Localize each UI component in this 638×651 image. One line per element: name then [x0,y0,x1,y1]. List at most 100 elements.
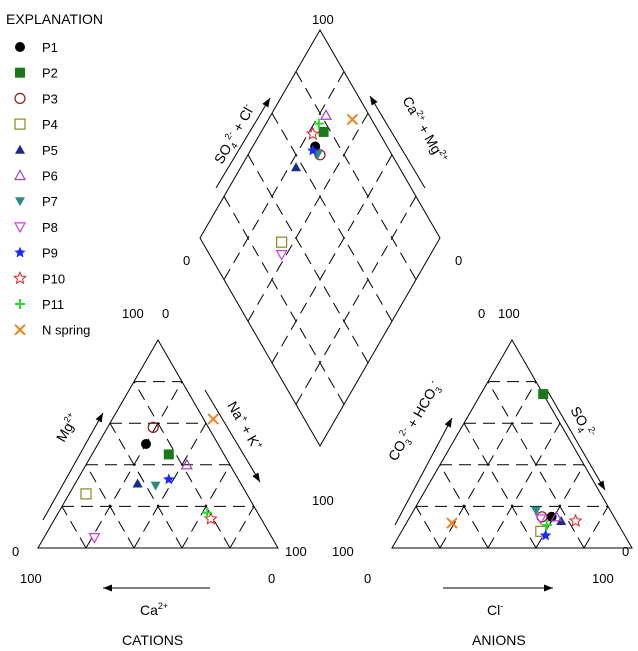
legend-label-p10: P10 [42,271,65,286]
diamond-grid-u-0 [223,196,345,405]
cation-grid-b-3 [229,506,255,549]
grid-lines [61,71,609,549]
anion-tick-left-bottom: 100 [332,544,354,559]
diamond-point-p10 [305,126,320,140]
anion-point-p8 [534,514,547,526]
legend-marker-p5 [15,144,25,154]
cation-point-p1 [141,439,151,449]
anion-point-p6 [550,510,563,522]
cations-title: CATIONS [122,632,183,648]
diamond-point-p11 [313,118,324,129]
diamond-frame [199,28,441,448]
cation-point-p9 [163,473,175,485]
cation-point-p8 [88,532,101,544]
anion-point-p7 [531,506,541,516]
legend-marker-p2 [15,67,25,78]
cation-grid-b-1 [133,422,207,549]
legend-label-p11: P11 [42,297,64,312]
cation-point-n-spring [207,413,219,425]
anion-tick-right-bottom: 0 [622,544,629,559]
diamond-point-p8 [275,250,288,261]
legend-label-p4: P4 [42,117,58,132]
diamond-grid-u-2 [271,112,393,322]
co3-hco3-arrow [394,417,453,526]
anion-tick-bottom-left: 0 [364,571,371,586]
cation-point-p6 [180,458,193,470]
data-points [80,109,583,544]
cation-point-p11 [202,507,213,518]
anion-point-p11 [541,520,552,531]
cl-axis-label: Cl- [487,601,503,618]
legend-label-p9: P9 [42,246,58,261]
diamond-grid-v-0 [223,71,345,280]
anion-tick-bottom-right: 100 [592,571,614,586]
diamond-tick-bottom: 100 [312,493,334,508]
so4-arrow [546,389,606,491]
so4-axis-label: SO42- [565,403,599,442]
legend-label-p2: P2 [42,66,58,81]
legend-marker-p7 [15,197,25,207]
legend-label-p1: P1 [42,40,58,55]
legend-marker-p6 [13,169,27,181]
legend-label-p6: P6 [42,169,58,184]
mg-arrow [42,412,104,521]
anion-point-p9 [539,529,552,541]
legend-label-p5: P5 [42,143,58,158]
cation-point-p3 [147,421,159,433]
diamond-grid-v-2 [271,154,393,364]
diamond-grid-v-3 [295,196,417,405]
anion-point-n-spring [446,517,458,529]
diamond-grid-v-1 [247,112,369,322]
anion-grid-b-1 [487,422,561,549]
cation-point-p5 [132,478,143,488]
anion-grid-a-1 [439,464,489,549]
diamond-grid-u-1 [247,154,369,364]
anions-title: ANIONS [472,632,526,648]
anion-tick-top-left: 0 [478,306,485,321]
mg-axis-label: Mg2+ [52,410,82,444]
diamond-point-p9 [307,144,319,156]
nak-axis-label: Na+ + K+ [224,398,266,453]
diamond-grid-u-3 [295,71,417,280]
anion-tick-top-right: 100 [498,306,520,321]
ca-axis-label: Ca2+ [140,601,168,618]
anion-grid-a-0 [415,506,441,549]
cation-grid-a-2 [109,422,183,549]
diamond-point-n-spring [346,113,359,126]
diamond-tick-top: 100 [312,12,334,27]
anion-grid-b-3 [583,506,609,549]
legend-marker-p1 [15,42,25,52]
so4-cl-arrow [215,97,271,189]
diamond-point-p6 [319,109,333,120]
anion-triangle-frame [391,338,633,549]
cation-tick-top-right: 0 [162,306,169,321]
cation-grid-a-3 [133,381,231,549]
anion-grid-a-2 [463,422,537,549]
cation-grid-a-1 [85,464,135,549]
cation-tick-bottom-right: 0 [268,571,275,586]
cation-point-p4 [80,488,92,500]
cation-tick-left-bottom: 0 [12,544,19,559]
cation-tick-right-bottom: 100 [285,544,307,559]
anion-point-p10 [568,513,583,527]
legend-marker-p3 [14,92,26,105]
legend-marker-p11 [15,299,25,309]
ca-arrow [103,584,210,592]
nak-arrow [204,389,261,483]
ca-mg-arrow [369,95,426,189]
legend-title: EXPLANATION [6,11,103,27]
legend-label-p7: P7 [42,194,58,209]
legend-marker-p10 [13,271,27,285]
legend-items: P1 P2 P3 P4 P5 P6 P7 P8 P9 P10 P11 N spring [13,40,90,338]
diamond-tick-right: 0 [455,253,462,268]
cation-tick-top-left: 100 [122,306,144,321]
cl-arrow [443,584,553,592]
diamond-point-p2 [318,126,329,137]
cation-point-p7 [150,481,161,491]
legend: EXPLANATION P1 P2 P3 P4 P5 P6 P7 P8 P9 P10 P11 N sp… [6,11,103,338]
plot-frames [37,28,633,549]
cation-point-p2 [163,449,174,460]
anion-grid-a-3 [487,381,585,549]
legend-marker-p4 [14,118,26,130]
